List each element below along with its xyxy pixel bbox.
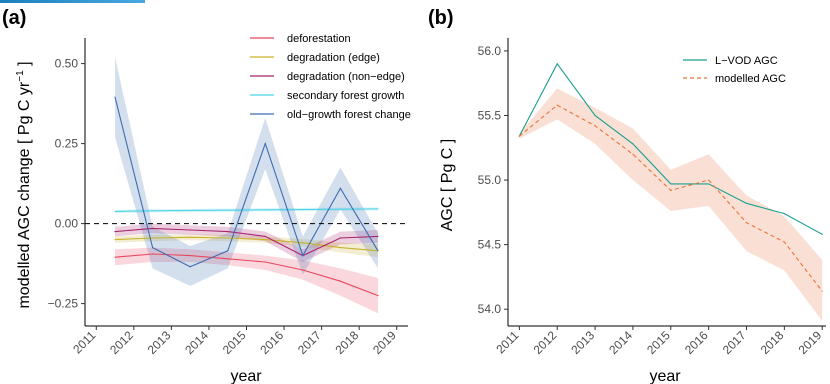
panel-a-legend-label: degradation (edge) bbox=[287, 52, 380, 64]
panelB-point-modelled-agc bbox=[594, 125, 596, 127]
panelA-point-degradation-edge bbox=[152, 237, 154, 239]
panelB-y-tick-label: 55.5 bbox=[478, 108, 502, 122]
panelA-point-deforestation bbox=[152, 253, 154, 255]
panelA-point-degradation-edge bbox=[189, 236, 191, 238]
panel-b-legend: L−VOD AGC modelled AGC bbox=[683, 55, 786, 85]
panelA-band-degradation-non-edge bbox=[115, 223, 378, 262]
panelA-point-degradation-edge bbox=[339, 247, 341, 249]
panelB-point-l-vod-agc bbox=[821, 233, 823, 235]
panel-a-y-axis-title-end: ] bbox=[16, 61, 33, 70]
panel-b-y-axis-title: AGC [ Pg C ] bbox=[439, 139, 456, 231]
panelB-y-tick-label: 54.5 bbox=[478, 238, 502, 252]
panelA-y-tick-label: −0.25 bbox=[48, 297, 79, 311]
panelB-point-l-vod-agc bbox=[594, 114, 596, 117]
panelA-y-tick-label: 0.25 bbox=[55, 137, 79, 151]
panelA-line-secondary-forest-growth bbox=[115, 208, 378, 212]
panelB-band-modelled-agc bbox=[519, 88, 823, 321]
panelA-y-tick-label: 0.00 bbox=[55, 217, 79, 231]
panelA-point-secondary-forest-growth bbox=[264, 209, 266, 211]
panelB-point-l-vod-agc bbox=[670, 183, 672, 185]
panelA-point-deforestation bbox=[227, 258, 229, 260]
panel-b-x-axis-title: year bbox=[649, 368, 681, 384]
panelA-point-degradation-non-edge bbox=[227, 231, 229, 233]
panelB-point-modelled-agc bbox=[708, 179, 710, 181]
panelA-point-secondary-forest-growth bbox=[339, 208, 341, 210]
panelB-point-l-vod-agc bbox=[556, 63, 558, 65]
panel-b-legend-label: modelled AGC bbox=[715, 73, 786, 85]
panelB-point-modelled-agc bbox=[518, 135, 520, 137]
panelB-point-modelled-agc bbox=[783, 241, 785, 243]
panelB-y-tick-label: 54.0 bbox=[478, 302, 502, 316]
panelA-point-old-growth-forest-change bbox=[152, 247, 154, 249]
panelA-point-secondary-forest-growth bbox=[377, 208, 379, 210]
panelB-y-tick-label: 55.0 bbox=[478, 173, 502, 187]
panelA-band-old-growth-forest-change bbox=[115, 57, 378, 287]
panel-a-legend-label: old−growth forest change bbox=[287, 109, 411, 121]
panelA-line-old-growth-forest-change bbox=[114, 97, 379, 268]
panelA-point-deforestation bbox=[377, 295, 379, 297]
panelA-point-secondary-forest-growth bbox=[227, 209, 229, 211]
panelB-point-l-vod-agc bbox=[708, 183, 710, 185]
panel-a-legend-label: secondary forest growth bbox=[287, 90, 404, 102]
panel-a-x-axis-title: year bbox=[230, 368, 262, 384]
panel-a-legend: deforestation degradation (edge) degradati… bbox=[250, 33, 411, 121]
panel-a-y-axis-title-main: modelled AGC change [ Pg C yr bbox=[16, 81, 33, 308]
panel-a-label: (a) bbox=[2, 7, 26, 29]
panelA-point-old-growth-forest-change bbox=[227, 250, 229, 252]
panelB-point-modelled-agc bbox=[745, 222, 748, 224]
panelA-point-old-growth-forest-change bbox=[377, 250, 379, 252]
panel-b-bands bbox=[519, 88, 823, 321]
panelA-point-old-growth-forest-change bbox=[302, 255, 304, 257]
panelA-point-degradation-edge bbox=[264, 239, 266, 241]
panelA-point-deforestation bbox=[189, 255, 191, 257]
panelA-point-old-growth-forest-change bbox=[264, 143, 266, 145]
panelA-point-old-growth-forest-change bbox=[339, 187, 341, 189]
panelA-point-secondary-forest-growth bbox=[189, 209, 191, 212]
panelA-band-deforestation bbox=[115, 247, 378, 314]
panelB-point-modelled-agc bbox=[670, 189, 672, 191]
panelA-point-degradation-non-edge bbox=[377, 235, 379, 237]
panel-b-label: (b) bbox=[428, 7, 454, 29]
panelA-point-deforestation bbox=[114, 256, 116, 258]
panel-a-lines bbox=[114, 96, 379, 297]
panelB-point-l-vod-agc bbox=[632, 143, 634, 145]
panelA-point-degradation-non-edge bbox=[264, 235, 266, 237]
panelB-point-modelled-agc bbox=[821, 290, 823, 292]
panelB-point-modelled-agc bbox=[556, 104, 558, 106]
panel-b-legend-label: L−VOD AGC bbox=[715, 55, 778, 67]
panelA-point-deforestation bbox=[302, 269, 304, 271]
panelA-line-deforestation bbox=[114, 253, 379, 297]
panel-b-lines bbox=[518, 62, 823, 292]
panelA-point-deforestation bbox=[264, 261, 266, 263]
panelA-line-degradation-non-edge bbox=[114, 227, 378, 257]
panelA-line-degradation-edge bbox=[115, 236, 379, 252]
panelB-point-l-vod-agc bbox=[745, 202, 748, 204]
panelA-point-deforestation bbox=[339, 280, 341, 282]
panelA-point-degradation-non-edge bbox=[152, 227, 154, 229]
panelA-point-degradation-non-edge bbox=[189, 229, 191, 231]
panel-a-legend-label: deforestation bbox=[287, 33, 351, 45]
panelA-band-degradation-edge bbox=[115, 234, 378, 258]
panelB-y-tick-label: 56.0 bbox=[478, 44, 502, 58]
panelA-point-degradation-edge bbox=[227, 237, 229, 239]
panel-a-y-axis-title-sup: −1 bbox=[15, 70, 26, 82]
panelA-point-secondary-forest-growth bbox=[152, 210, 154, 212]
panelA-y-tick-label: 0.50 bbox=[55, 57, 79, 71]
panel-a-y-axis-title: modelled AGC change [ Pg C yr−1 ] bbox=[15, 61, 33, 308]
panelA-point-secondary-forest-growth bbox=[302, 208, 304, 211]
panel-a-legend-label: degradation (non−edge) bbox=[287, 71, 405, 83]
panelA-point-degradation-edge bbox=[114, 239, 116, 241]
panelA-point-degradation-non-edge bbox=[339, 237, 341, 239]
panelA-point-degradation-non-edge bbox=[114, 231, 116, 233]
panelB-point-l-vod-agc bbox=[783, 213, 785, 215]
panelB-point-modelled-agc bbox=[632, 153, 634, 155]
panelA-point-old-growth-forest-change bbox=[189, 266, 191, 268]
panelA-point-secondary-forest-growth bbox=[114, 210, 116, 213]
top-accent-bar bbox=[0, 0, 145, 3]
panelA-point-old-growth-forest-change bbox=[114, 96, 116, 98]
panelA-point-degradation-edge bbox=[302, 242, 304, 244]
